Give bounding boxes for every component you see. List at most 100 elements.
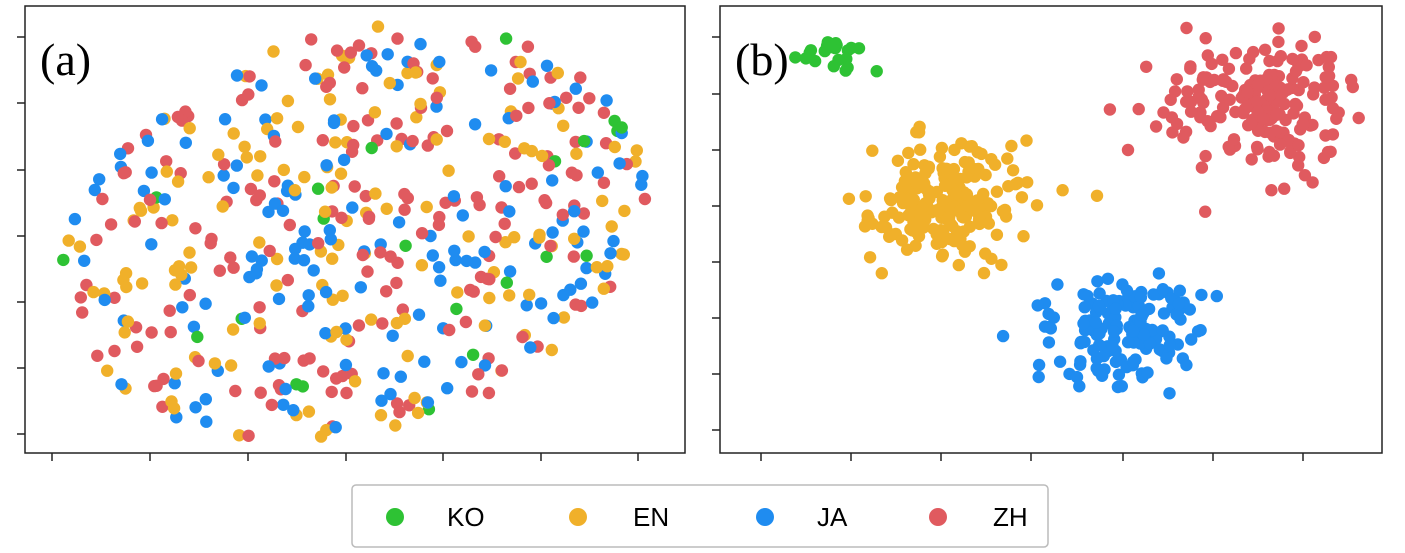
point-zh: [510, 109, 523, 123]
point-ja: [145, 238, 158, 251]
point-ja: [1160, 352, 1173, 365]
point-zh: [1103, 103, 1117, 116]
point-en: [87, 285, 100, 299]
point-en: [503, 289, 516, 302]
point-ko: [577, 134, 591, 148]
point-ja: [307, 264, 320, 277]
point-ja: [636, 169, 649, 183]
point-zh: [1222, 62, 1236, 75]
point-zh: [1274, 50, 1288, 63]
point-zh: [572, 101, 585, 115]
point-zh: [347, 119, 360, 133]
point-en: [226, 323, 240, 336]
point-zh: [108, 291, 121, 304]
point-zh: [1318, 81, 1331, 95]
point-zh: [243, 70, 256, 83]
point-zh: [1164, 93, 1177, 107]
point-zh: [1241, 99, 1254, 112]
point-en: [963, 240, 976, 253]
point-en: [557, 311, 571, 324]
point-ja: [448, 244, 461, 257]
point-ja: [1089, 316, 1103, 329]
point-zh: [1216, 53, 1229, 66]
point-en: [511, 72, 525, 85]
point-zh: [338, 61, 351, 74]
point-en: [893, 191, 906, 204]
point-zh: [171, 110, 185, 124]
point-ja: [434, 274, 447, 287]
point-zh: [1199, 32, 1212, 45]
point-en: [398, 312, 412, 325]
point-en: [1020, 176, 1034, 189]
point-en: [120, 280, 133, 294]
point-en: [984, 199, 998, 213]
point-zh: [1289, 65, 1303, 78]
point-ja: [456, 209, 469, 222]
point-ja: [230, 159, 243, 172]
point-ja: [460, 254, 473, 268]
point-en: [288, 184, 302, 197]
legend-marker-en: [569, 508, 587, 526]
point-ja: [1173, 284, 1187, 297]
point-ja: [259, 113, 272, 126]
point-ja: [272, 292, 286, 306]
point-zh: [1322, 60, 1336, 74]
point-ja: [577, 225, 590, 238]
point-zh: [1295, 39, 1308, 53]
point-ko: [832, 53, 845, 67]
point-en: [960, 171, 973, 184]
point-zh: [1308, 81, 1321, 94]
point-zh: [244, 182, 258, 196]
point-zh: [242, 88, 255, 101]
point-zh: [493, 170, 506, 183]
point-zh: [376, 317, 389, 330]
point-zh: [390, 117, 403, 130]
point-en: [965, 140, 978, 153]
point-zh: [325, 385, 338, 399]
point-ja: [1095, 369, 1109, 382]
point-zh: [391, 32, 404, 45]
point-ja: [1101, 272, 1115, 285]
point-en: [875, 220, 888, 234]
point-zh: [217, 158, 231, 171]
point-zh: [229, 384, 242, 398]
point-zh: [1257, 112, 1270, 125]
point-en: [160, 165, 173, 178]
point-en: [169, 278, 182, 291]
point-en: [238, 140, 251, 153]
point-zh: [1149, 120, 1163, 133]
point-zh: [145, 326, 158, 339]
point-zh: [96, 192, 109, 206]
point-ja: [1195, 288, 1208, 302]
point-en: [878, 210, 891, 223]
point-en: [336, 289, 349, 302]
point-zh: [361, 265, 374, 278]
point-ja: [288, 252, 301, 265]
point-ja: [1087, 344, 1100, 357]
panel-b-points: [789, 21, 1365, 400]
point-zh: [263, 244, 276, 258]
point-zh: [430, 91, 443, 105]
point-en: [900, 243, 914, 256]
point-zh: [482, 386, 496, 400]
point-en: [605, 220, 618, 233]
point-zh: [143, 193, 157, 206]
point-zh: [406, 134, 419, 148]
point-ja: [586, 296, 599, 309]
point-ja: [145, 166, 158, 179]
point-ja: [327, 114, 341, 127]
point-ja: [613, 157, 626, 170]
point-zh: [489, 230, 502, 244]
point-en: [902, 146, 915, 160]
point-zh: [1121, 143, 1135, 157]
panel-b-ticks: [712, 36, 1304, 461]
point-zh: [160, 155, 173, 168]
point-ja: [1109, 302, 1122, 315]
point-en: [171, 175, 185, 188]
point-en: [597, 282, 610, 295]
point-ja: [503, 205, 516, 218]
point-zh: [544, 239, 557, 253]
point-en: [121, 315, 135, 328]
point-en: [390, 140, 403, 153]
